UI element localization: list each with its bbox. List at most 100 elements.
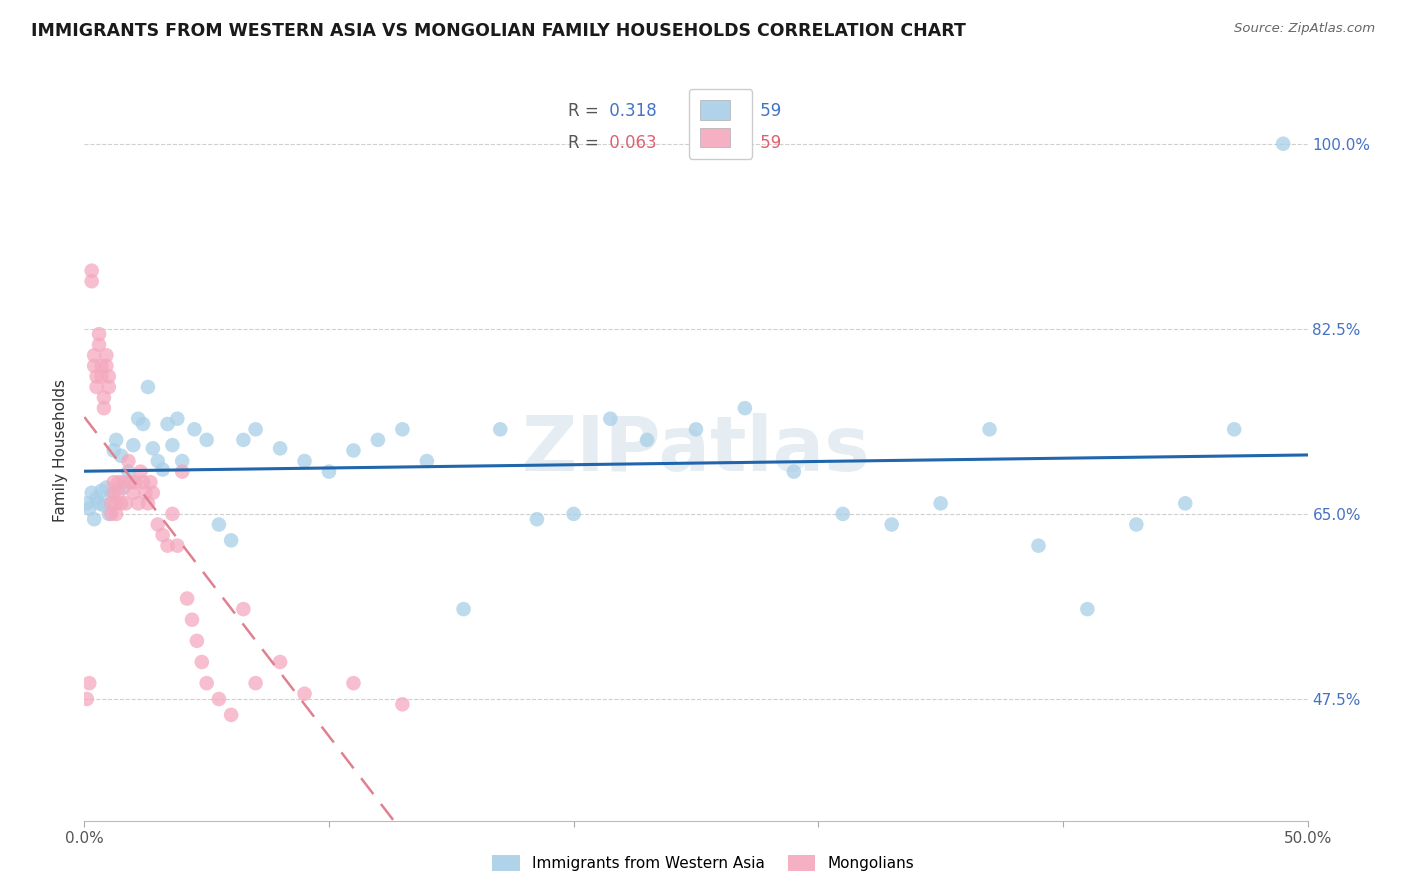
Point	[110, 449, 132, 463]
Point	[318, 465, 340, 479]
Point	[105, 507, 128, 521]
Point	[979, 422, 1001, 436]
Point	[77, 676, 100, 690]
Point	[97, 380, 120, 394]
Point	[929, 496, 952, 510]
Point	[1223, 422, 1246, 436]
Point	[127, 496, 149, 510]
Point	[191, 655, 214, 669]
Point	[453, 602, 475, 616]
Point	[110, 496, 132, 510]
Point	[880, 517, 903, 532]
Point	[152, 528, 174, 542]
Text: 0.318: 0.318	[605, 103, 657, 120]
Point	[93, 499, 115, 513]
Point	[526, 512, 548, 526]
Text: 0.063: 0.063	[605, 134, 657, 153]
Point	[96, 348, 118, 362]
Point	[342, 443, 364, 458]
Text: ZIPatlas: ZIPatlas	[522, 414, 870, 487]
Point	[156, 417, 179, 431]
Point	[76, 496, 98, 510]
Legend: Immigrants from Western Asia, Mongolians: Immigrants from Western Asia, Mongolians	[486, 849, 920, 877]
Point	[107, 485, 129, 500]
Point	[87, 337, 110, 351]
Point	[391, 698, 413, 712]
Point	[734, 401, 756, 416]
Text: Source: ZipAtlas.com: Source: ZipAtlas.com	[1234, 22, 1375, 36]
Point	[103, 443, 125, 458]
Point	[269, 655, 291, 669]
Point	[367, 433, 389, 447]
Point	[117, 465, 139, 479]
Point	[232, 433, 254, 447]
Point	[132, 417, 155, 431]
Point	[90, 369, 112, 384]
Point	[105, 433, 128, 447]
Point	[245, 676, 267, 690]
Point	[80, 274, 103, 288]
Point	[162, 507, 184, 521]
Point	[86, 491, 108, 505]
Point	[96, 480, 118, 494]
Text: N =: N =	[709, 103, 755, 120]
Point	[117, 454, 139, 468]
Point	[103, 485, 125, 500]
Text: 59: 59	[755, 103, 780, 120]
Point	[112, 475, 135, 490]
Point	[416, 454, 439, 468]
Point	[136, 496, 159, 510]
Point	[90, 483, 112, 498]
Point	[195, 433, 218, 447]
Point	[685, 422, 707, 436]
Point	[232, 602, 254, 616]
Point	[142, 442, 165, 456]
Point	[120, 475, 142, 490]
Point	[181, 613, 204, 627]
Y-axis label: Family Households: Family Households	[53, 379, 69, 522]
Point	[86, 369, 108, 384]
Point	[77, 501, 100, 516]
Point	[139, 475, 162, 490]
Point	[80, 263, 103, 277]
Text: 59: 59	[755, 134, 780, 153]
Point	[391, 422, 413, 436]
Point	[100, 488, 122, 502]
Point	[90, 359, 112, 373]
Point	[83, 359, 105, 373]
Point	[156, 539, 179, 553]
Point	[162, 438, 184, 452]
Point	[176, 591, 198, 606]
Point	[112, 480, 135, 494]
Point	[245, 422, 267, 436]
Point	[294, 454, 316, 468]
Point	[172, 454, 194, 468]
Point	[208, 692, 231, 706]
Point	[208, 517, 231, 532]
Point	[783, 465, 806, 479]
Point	[489, 422, 512, 436]
Point	[142, 485, 165, 500]
Point	[195, 676, 218, 690]
Point	[122, 438, 145, 452]
Point	[636, 433, 658, 447]
Point	[103, 475, 125, 490]
Text: R =: R =	[568, 103, 603, 120]
Point	[129, 465, 152, 479]
Point	[122, 485, 145, 500]
Point	[831, 507, 853, 521]
Point	[219, 533, 242, 548]
Point	[342, 676, 364, 690]
Point	[172, 465, 194, 479]
Point	[1174, 496, 1197, 510]
Point	[100, 496, 122, 510]
Point	[125, 475, 148, 490]
Point	[166, 539, 188, 553]
Point	[562, 507, 585, 521]
Point	[83, 512, 105, 526]
Point	[100, 507, 122, 521]
Point	[87, 327, 110, 342]
Point	[86, 380, 108, 394]
Text: R =: R =	[568, 134, 603, 153]
Point	[269, 442, 291, 456]
